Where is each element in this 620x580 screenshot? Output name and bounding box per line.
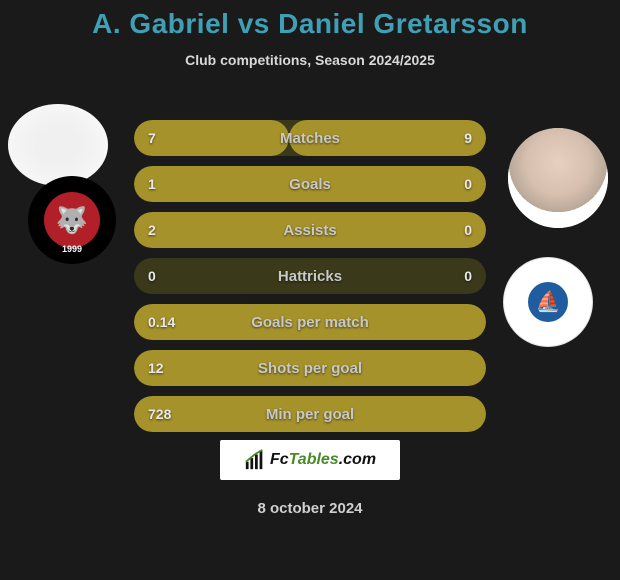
fc-logo-text-b: Tables [289, 451, 339, 468]
stat-value-left: 7 [148, 120, 156, 156]
stat-label: Assists [134, 212, 486, 248]
fctables-logo: FcTables.com [220, 440, 400, 480]
stat-row: Matches7 9 [134, 120, 486, 156]
stat-value-left: 12 [148, 350, 164, 386]
player-avatar-right [508, 128, 608, 228]
stat-label: Goals per match [134, 304, 486, 340]
club-badge-left: 🐺 1999 [28, 176, 116, 264]
stat-value-left: 0 [148, 258, 156, 294]
stat-row: Assists2 0 [134, 212, 486, 248]
stat-value-right: 9 [464, 120, 472, 156]
stat-value-left: 0.14 [148, 304, 175, 340]
fc-logo-text-a: Fc [270, 451, 289, 468]
stat-row: Hattricks0 0 [134, 258, 486, 294]
stat-row: Shots per goal12 [134, 350, 486, 386]
stat-label: Min per goal [134, 396, 486, 432]
player-avatar-left [8, 104, 108, 186]
fc-logo-text-c: .com [339, 451, 376, 468]
stat-value-left: 1 [148, 166, 156, 202]
stat-row: Min per goal728 [134, 396, 486, 432]
footer-date: 8 october 2024 [0, 500, 620, 517]
stat-row: Goals per match0.14 [134, 304, 486, 340]
wolf-icon: 🐺 [56, 207, 88, 233]
stat-value-left: 728 [148, 396, 171, 432]
stat-label: Matches [134, 120, 486, 156]
page-subtitle: Club competitions, Season 2024/2025 [0, 52, 620, 68]
stat-value-left: 2 [148, 212, 156, 248]
stat-label: Goals [134, 166, 486, 202]
page-title: A. Gabriel vs Daniel Gretarsson [0, 8, 620, 40]
stat-bars: Matches79Goals10Assists20Hattricks00Goal… [134, 120, 486, 442]
stat-row: Goals1 0 [134, 166, 486, 202]
bars-icon [244, 449, 266, 471]
stat-value-right: 0 [464, 166, 472, 202]
stat-label: Shots per goal [134, 350, 486, 386]
club-left-year: 1999 [62, 244, 82, 254]
stat-value-right: 0 [464, 212, 472, 248]
ship-icon: ⛵ [536, 292, 561, 312]
stat-label: Hattricks [134, 258, 486, 294]
stat-value-right: 0 [464, 258, 472, 294]
club-badge-right: ⛵ [504, 258, 592, 346]
